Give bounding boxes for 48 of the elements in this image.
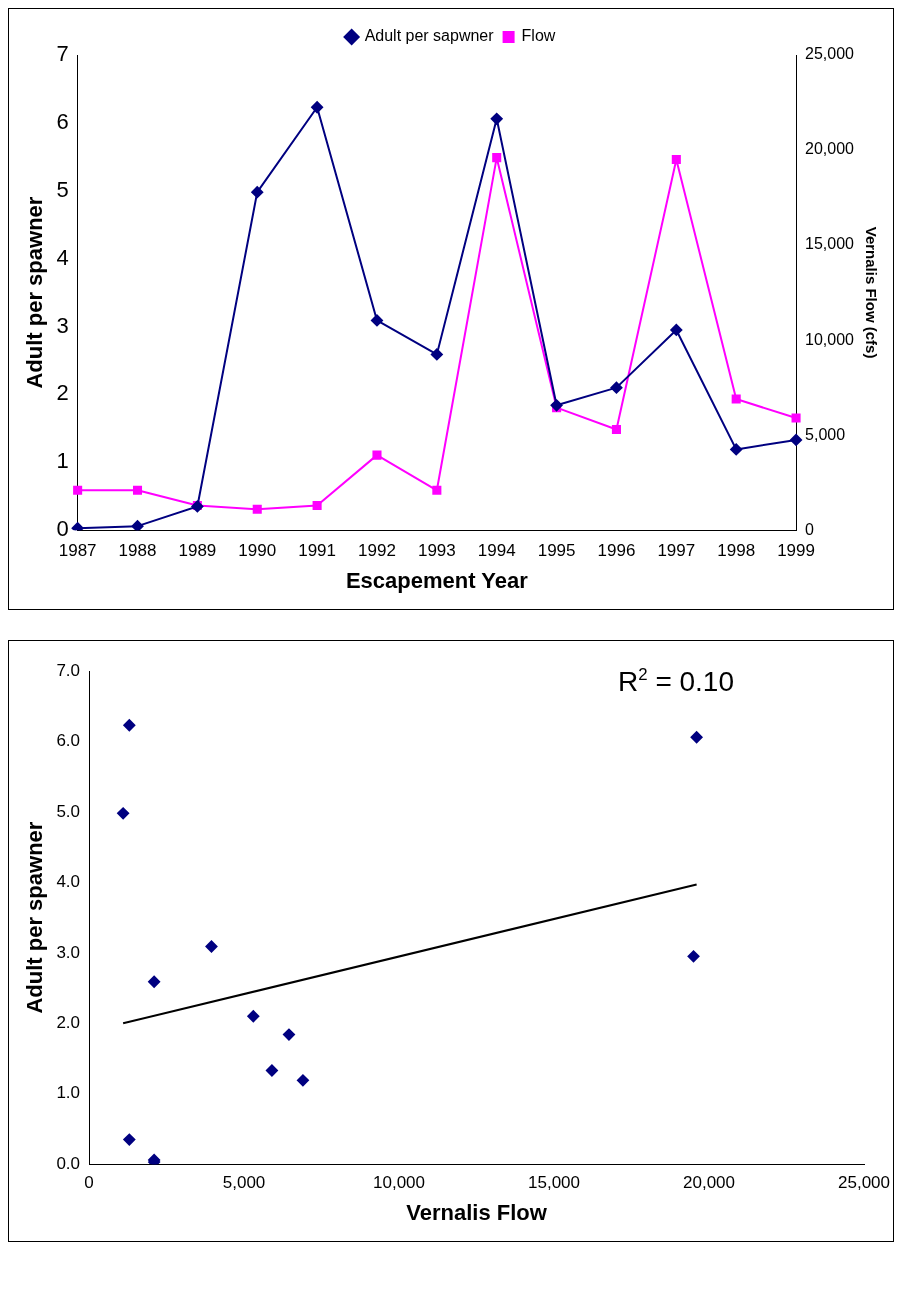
y-tick-label: 5 xyxy=(56,176,69,202)
x-tick-label: 1988 xyxy=(118,541,157,561)
x-tick-label: 1998 xyxy=(717,541,756,561)
y-tick-label: 4 xyxy=(56,244,69,270)
legend-label: Flow xyxy=(521,27,556,45)
y-tick-label: 6.0 xyxy=(56,731,81,751)
x-tick-label: 1996 xyxy=(597,541,636,561)
x-tick-label: 1989 xyxy=(178,541,217,561)
y-tick-label: 2.0 xyxy=(56,1012,81,1032)
y-axis-title: Adult per spawner xyxy=(22,196,48,389)
x-tick-label: 15,000 xyxy=(528,1173,581,1193)
x-axis-title: Escapement Year xyxy=(345,567,529,593)
x-tick-label: 1995 xyxy=(537,541,576,561)
y-tick-label: 3 xyxy=(56,312,69,338)
y-tick-label: 4.0 xyxy=(56,872,81,892)
x-tick-label: 1990 xyxy=(238,541,277,561)
y-tick-label: 7.0 xyxy=(56,660,81,680)
y2-tick-label: 5,000 xyxy=(805,425,846,443)
y2-tick-label: 20,000 xyxy=(805,140,855,158)
x-tick-label: 1987 xyxy=(58,541,97,561)
x-tick-label: 1993 xyxy=(417,541,456,561)
y-tick-label: 0.0 xyxy=(56,1153,81,1173)
x-tick-label: 20,000 xyxy=(683,1173,736,1193)
x-tick-label: 1999 xyxy=(777,541,815,561)
y-tick-label: 0 xyxy=(56,516,69,542)
x-tick-label: 10,000 xyxy=(373,1173,426,1193)
x-tick-label: 1991 xyxy=(298,541,337,561)
legend-label: Adult per sapwner xyxy=(364,27,495,45)
y-tick-label: 1.0 xyxy=(56,1083,81,1103)
y2-tick-label: 25,000 xyxy=(805,45,855,63)
y-tick-label: 7 xyxy=(56,41,69,67)
y-tick-label: 1 xyxy=(56,448,69,474)
x-axis-title: Vernalis Flow xyxy=(406,1199,548,1225)
x-tick-label: 0 xyxy=(84,1173,94,1193)
x-tick-label: 25,000 xyxy=(838,1173,890,1193)
y-tick-label: 5.0 xyxy=(56,801,81,821)
y-tick-label: 2 xyxy=(56,380,69,406)
y2-axis-title: Vernalis Flow (cfs) xyxy=(862,226,880,359)
y2-tick-label: 10,000 xyxy=(805,330,855,348)
y-axis-title: Adult per spawner xyxy=(22,821,48,1014)
x-tick-label: 5,000 xyxy=(222,1173,266,1193)
x-tick-label: 1997 xyxy=(657,541,696,561)
x-tick-label: 1992 xyxy=(358,541,396,561)
y2-tick-label: 0 xyxy=(805,520,815,538)
x-tick-label: 1994 xyxy=(477,541,516,561)
y-tick-label: 6 xyxy=(56,108,69,134)
y-tick-label: 3.0 xyxy=(56,942,81,962)
y2-tick-label: 15,000 xyxy=(805,235,855,253)
